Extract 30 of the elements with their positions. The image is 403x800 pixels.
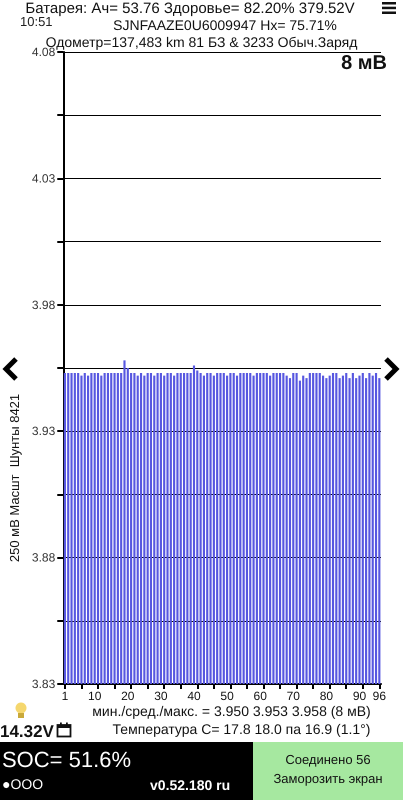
text: v0.52.180 ru	[150, 777, 230, 793]
text: 14.32V	[0, 722, 54, 742]
chart-subtitle: SJNFAAZE0U6009947 Нх= 75.71%	[112, 17, 338, 33]
chart-title: Батарея: Ач= 53.76 Здоровье= 82.20% 379.52V	[25, 0, 356, 17]
y-tick-label: 4.03	[32, 171, 56, 186]
annotation: 8 мВ	[341, 52, 387, 75]
text: SOC= 51.6%	[2, 747, 132, 773]
text: мин./сред./макс. = 3.950 3.953 3.958 (8 мВ)	[91, 703, 372, 719]
x-tick-label: 20	[121, 689, 135, 703]
text: Одометр=137,483 km 81 БЗ & 3233 Обыч.Заряд	[46, 34, 358, 50]
x-tick-label: 80	[320, 689, 334, 703]
x-tick-label: 40	[187, 689, 201, 703]
x-tick-label: 60	[254, 689, 268, 703]
text: 10:51	[20, 14, 53, 29]
y-axis-title: 250 мВ Масшт Шунты 8421	[7, 394, 22, 562]
x-tick-label: 10	[88, 689, 102, 703]
x-tick-label: 90	[352, 689, 366, 703]
text: Соединено 56	[284, 752, 372, 767]
text: ●OOO	[2, 776, 44, 792]
text: Заморозить экран	[272, 771, 384, 786]
x-tick-label: 50	[220, 689, 234, 703]
x-tick-label: 96	[372, 689, 386, 703]
y-tick-label: 3.83	[32, 677, 56, 691]
text: Температура С= 17.8 18.0 па 16.9 (1.1°)	[112, 721, 372, 737]
y-tick-label: 3.98	[32, 298, 56, 312]
y-tick-label: 3.93	[32, 424, 56, 438]
x-tick-label: 70	[286, 689, 300, 703]
y-tick-label: 3.88	[32, 550, 56, 565]
x-tick-label: 30	[154, 689, 168, 703]
x-tick-label: 1	[62, 689, 69, 703]
